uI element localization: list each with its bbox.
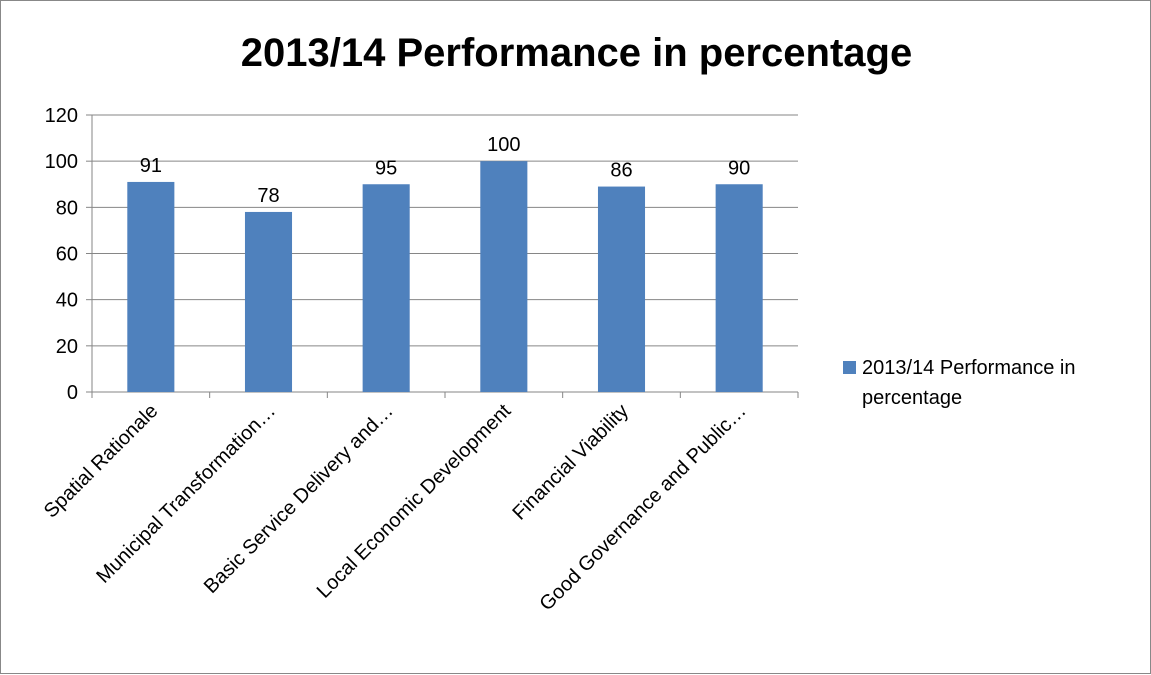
y-tick-label: 60 <box>56 244 78 266</box>
bar <box>480 161 528 392</box>
x-tick-label: Financial Viability <box>508 400 633 525</box>
data-label: 100 <box>487 134 520 156</box>
bar <box>362 184 410 392</box>
y-tick-label: 100 <box>45 151 78 173</box>
x-tick-label: Good Governance and Public… <box>535 400 750 615</box>
legend-swatch <box>843 361 856 374</box>
data-label: 90 <box>728 157 750 179</box>
x-tick-label: Basic Service Delivery and… <box>200 400 398 598</box>
data-label: 95 <box>375 157 397 179</box>
data-label: 91 <box>140 155 162 177</box>
legend-label: 2013/14 Performance in percentage <box>862 357 1076 409</box>
y-tick-label: 40 <box>56 290 78 312</box>
bar <box>597 186 646 392</box>
bar <box>715 184 763 392</box>
x-tick-label: Spatial Rationale <box>40 400 162 522</box>
y-tick-label: 120 <box>45 105 78 127</box>
chart-title: 2013/14 Performance in percentage <box>240 31 913 75</box>
x-tick-label: Local Economic Development <box>313 400 516 603</box>
y-tick-label: 0 <box>67 382 78 404</box>
y-tick-label: 80 <box>56 197 78 219</box>
legend: 2013/14 Performance in percentage <box>843 353 1151 413</box>
data-label: 86 <box>610 160 632 182</box>
bar <box>244 211 293 392</box>
data-label: 78 <box>257 185 279 207</box>
bar <box>127 181 175 392</box>
y-tick-label: 20 <box>56 336 78 358</box>
